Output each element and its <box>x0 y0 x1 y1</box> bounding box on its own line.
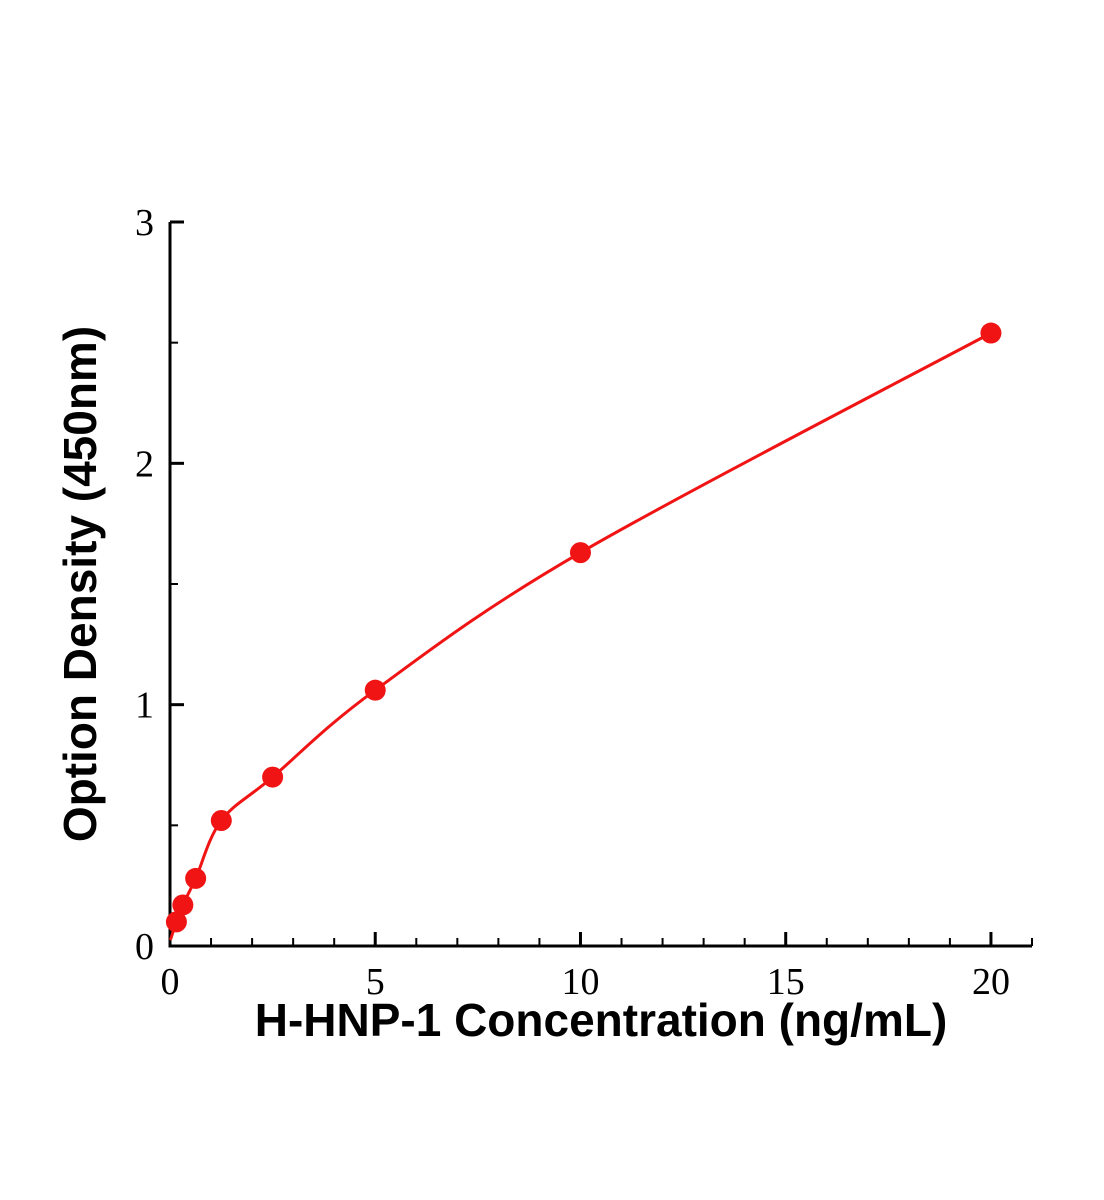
x-tick-label: 5 <box>366 961 385 1003</box>
y-tick-label: 3 <box>135 202 154 244</box>
data-point <box>569 542 591 564</box>
x-tick-label: 10 <box>561 961 599 1003</box>
data-point <box>185 867 207 889</box>
x-tick-label: 0 <box>161 961 180 1003</box>
y-tick-label: 2 <box>135 443 154 485</box>
x-axis-title: H-HNP-1 Concentration (ng/mL) <box>254 994 948 1046</box>
data-point <box>980 322 1002 344</box>
data-point <box>172 894 194 916</box>
standard-curve-line <box>169 331 993 941</box>
data-point <box>165 911 187 933</box>
x-tick-label: 20 <box>972 961 1010 1003</box>
x-tick-label: 15 <box>767 961 805 1003</box>
data-point <box>364 679 386 701</box>
y-tick-label: 0 <box>135 926 154 968</box>
data-point <box>262 766 284 788</box>
y-axis-title: Option Density (450nm) <box>54 325 106 843</box>
axis-frame <box>168 222 1032 948</box>
data-point <box>210 810 232 832</box>
y-tick-label: 1 <box>135 685 154 727</box>
